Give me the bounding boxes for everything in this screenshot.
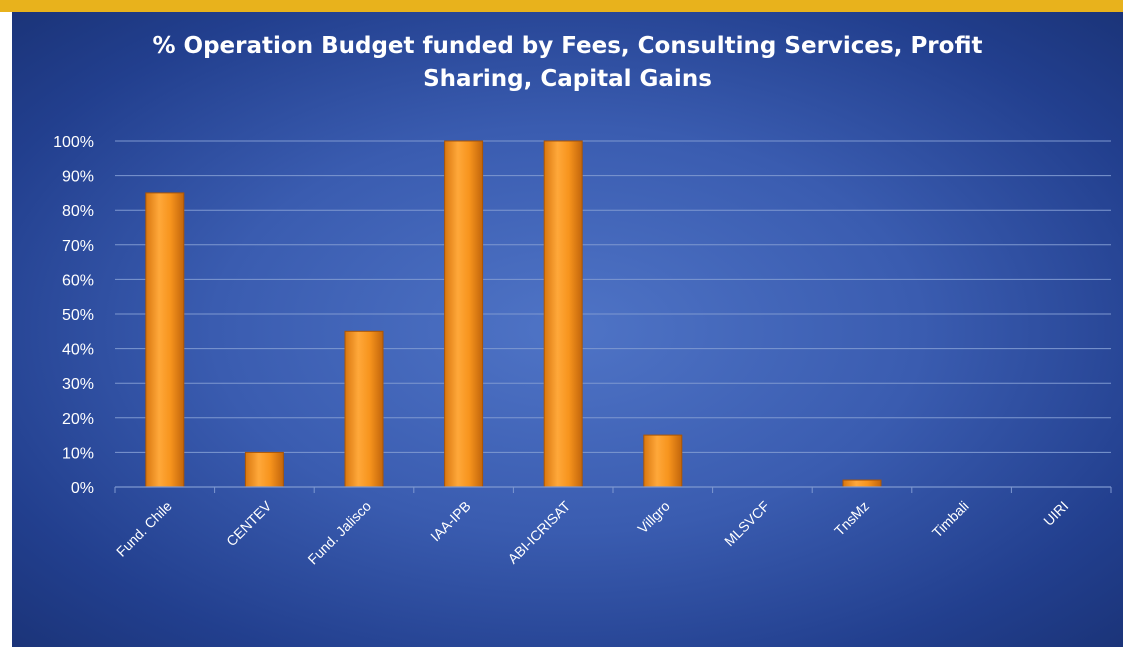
bar [244, 451, 284, 488]
y-tick-label: 0% [71, 480, 94, 497]
x-tick-label: Villgro [634, 498, 673, 537]
x-axis [114, 486, 1112, 493]
accent-strip [0, 0, 1123, 12]
y-tick-label: 50% [62, 307, 94, 324]
bar [444, 140, 484, 488]
bar [842, 479, 882, 488]
gridlines [115, 140, 1111, 453]
y-tick-label: 20% [62, 411, 94, 428]
y-tick-label: 70% [62, 238, 94, 255]
y-tick-label: 80% [62, 203, 94, 220]
chart-title-line-1: % Operation Budget funded by Fees, Consu… [152, 33, 983, 59]
y-tick-label: 40% [62, 342, 94, 359]
y-tick-label: 90% [62, 169, 94, 186]
x-axis-tick-labels: Fund. Chile CENTEV Fund. Jalisco IAA-IPB ABI… [113, 497, 1071, 567]
chart-slide: % Operation Budget funded by Fees, Consu… [12, 12, 1123, 647]
x-tick-label: Timbali [929, 498, 972, 541]
y-tick-label: 100% [53, 134, 94, 151]
x-tick-label: TnsMz [831, 498, 872, 539]
chart-title: % Operation Budget funded by Fees, Consu… [12, 30, 1123, 96]
x-tick-label: MLSVCF [721, 498, 772, 549]
bar [543, 140, 583, 488]
x-tick-label: Fund. Jalisco [304, 498, 374, 568]
bars [145, 140, 882, 488]
x-tick-label: Fund. Chile [113, 498, 175, 560]
bar-chart: 0% 10% 20% 30% 40% 50% 60% 70% 80% 90% 100% Fund. … [53, 134, 1112, 567]
chart-title-line-2: Sharing, Capital Gains [423, 66, 712, 92]
bar [643, 434, 683, 488]
x-tick-label: CENTEV [223, 497, 275, 549]
x-tick-label: UIRI [1040, 498, 1071, 529]
y-tick-label: 10% [62, 445, 94, 462]
x-tick-label: IAA-IPB [427, 498, 474, 545]
y-axis-tick-labels: 0% 10% 20% 30% 40% 50% 60% 70% 80% 90% 100% [53, 134, 94, 497]
y-tick-label: 60% [62, 272, 94, 289]
bar [344, 330, 384, 488]
x-tick-label: ABI-ICRISAT [504, 497, 573, 566]
bar [145, 192, 185, 488]
y-tick-label: 30% [62, 376, 94, 393]
